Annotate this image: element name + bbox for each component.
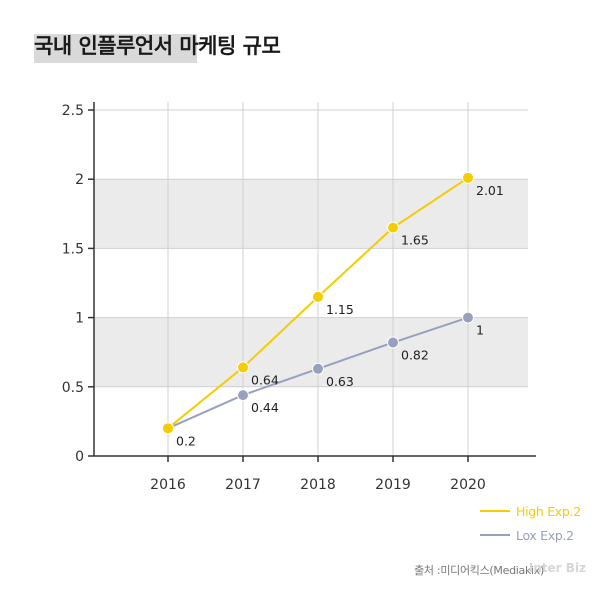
x-tick-label: 2019	[375, 477, 411, 493]
data-label: 0.2	[176, 433, 196, 448]
x-tick-label: 2018	[300, 477, 336, 493]
data-label: 0.44	[251, 400, 279, 415]
legend-swatch-high	[480, 510, 510, 512]
data-point	[312, 290, 324, 303]
data-point	[462, 311, 474, 324]
data-label: 0.63	[326, 374, 354, 389]
band	[94, 179, 528, 249]
x-tick-label: 2017	[225, 477, 261, 493]
legend-swatch-low	[480, 534, 510, 536]
source-note: 출처 :미디어킥스(Mediakix)	[414, 564, 544, 577]
title-highlight	[34, 34, 197, 63]
y-tick-label: 0	[75, 449, 84, 465]
data-label: 2.01	[476, 183, 504, 198]
title-block: 국내 인플루언서 마케팅 규모	[34, 30, 281, 63]
data-label: 1	[476, 323, 484, 338]
band	[94, 317, 528, 387]
y-tick-label: 0.5	[62, 380, 84, 396]
y-tick-label: 1.5	[62, 241, 84, 257]
data-point	[387, 221, 399, 234]
legend-item-high: High Exp.2	[480, 500, 581, 522]
data-point	[387, 336, 399, 349]
x-tick-label: 2020	[450, 477, 486, 493]
data-label: 1.65	[401, 233, 429, 248]
data-point	[162, 422, 174, 435]
legend-label-high: High Exp.2	[516, 503, 581, 519]
legend-item-low: Lox Exp.2	[480, 524, 581, 546]
data-point	[237, 361, 249, 374]
y-tick-label: 2	[75, 172, 84, 188]
data-point	[462, 171, 474, 184]
data-label: 0.82	[401, 348, 429, 363]
y-tick-label: 2.5	[62, 103, 84, 119]
y-tick-label: 1	[75, 311, 84, 327]
legend: High Exp.2 Lox Exp.2	[480, 500, 581, 548]
legend-label-low: Lox Exp.2	[516, 527, 574, 543]
x-tick-label: 2016	[150, 477, 186, 493]
data-label: 0.64	[251, 372, 279, 387]
watermark-logo: Inter Biz	[528, 561, 586, 575]
data-point	[312, 362, 324, 375]
chart-title: 국내 인플루언서 마케팅 규모	[34, 34, 281, 58]
data-label: 1.15	[326, 302, 354, 317]
data-point	[237, 389, 249, 402]
